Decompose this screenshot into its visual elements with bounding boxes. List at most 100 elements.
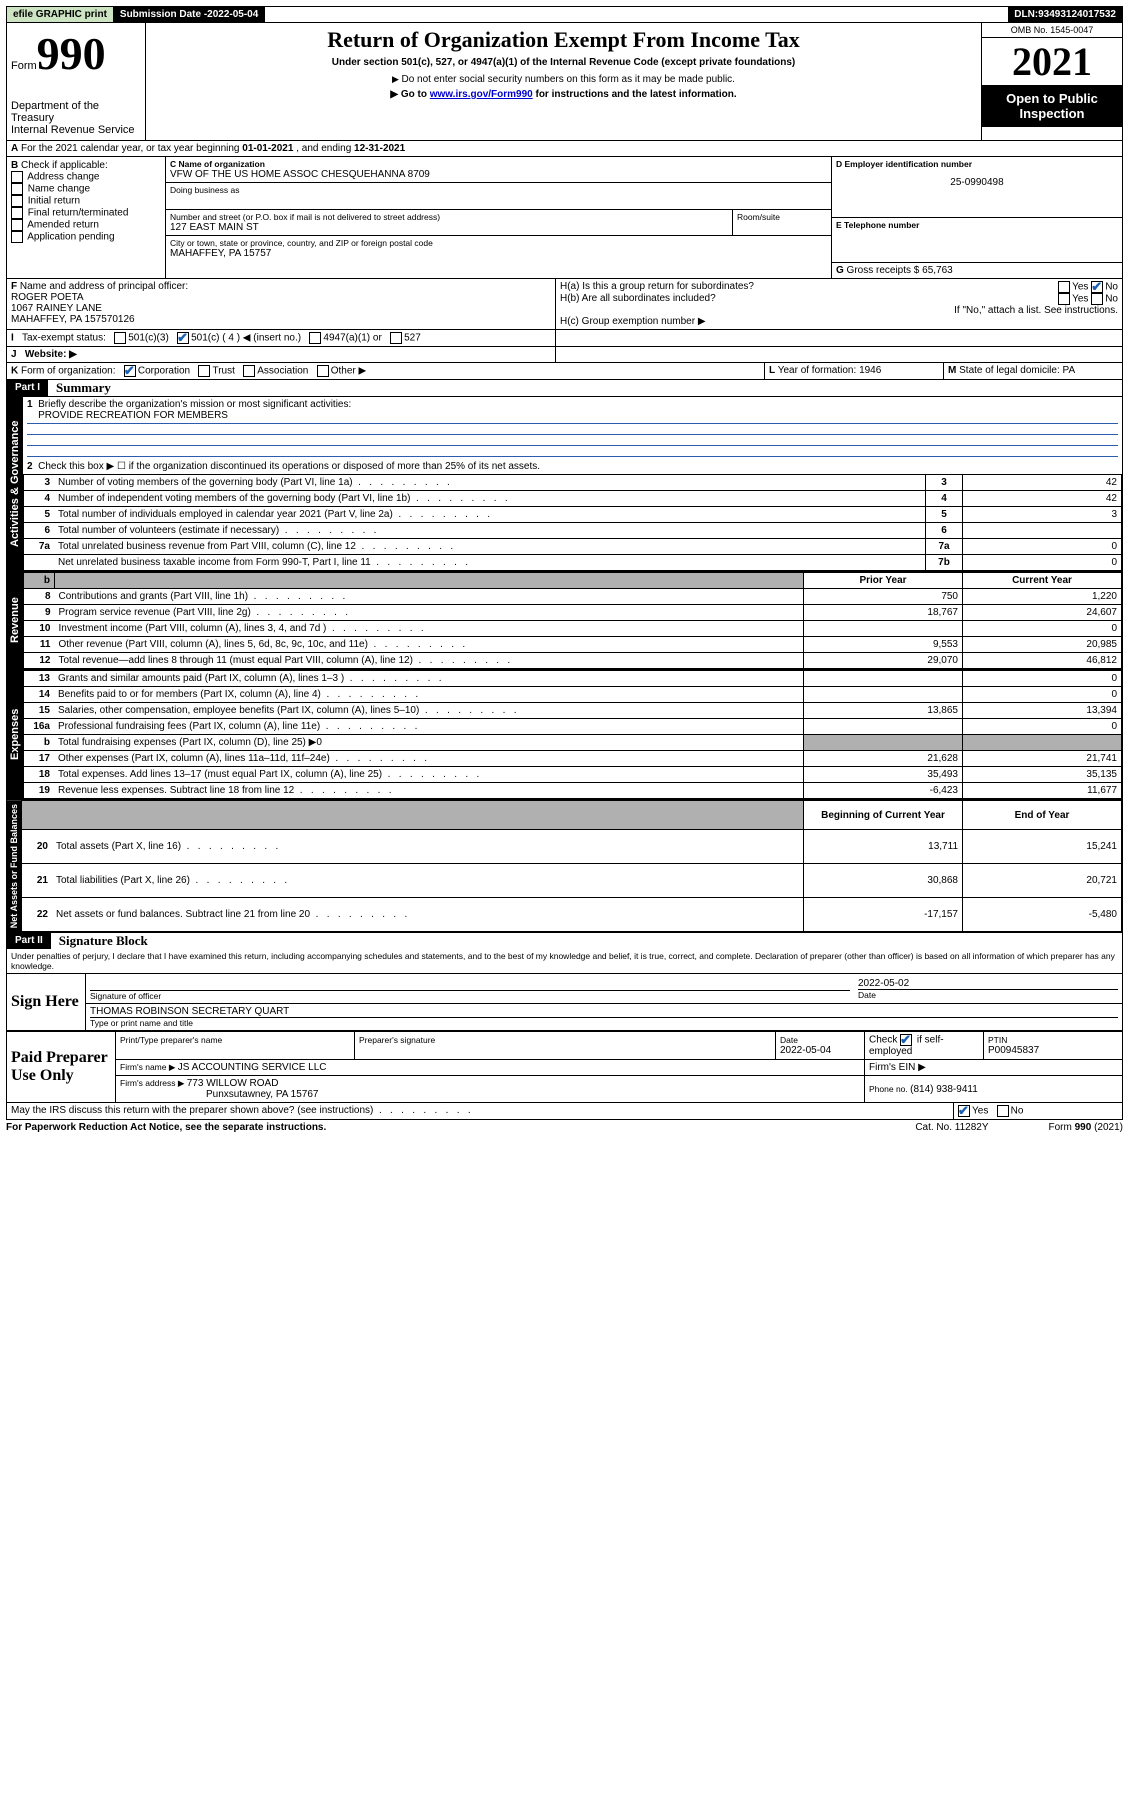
paid-preparer-label: Paid Preparer Use Only (7, 1032, 116, 1103)
line-i: I Tax-exempt status: 501(c)(3) 501(c) ( … (6, 330, 1123, 347)
form-subtitle-2: Do not enter social security numbers on … (154, 74, 973, 85)
footer-mid: Cat. No. 11282Y (915, 1122, 988, 1133)
footer-left: For Paperwork Reduction Act Notice, see … (6, 1122, 326, 1133)
street-address: 127 EAST MAIN ST (170, 222, 728, 233)
sign-here-block: Sign Here Signature of officer 2022-05-0… (6, 973, 1123, 1031)
firm-addr1: 773 WILLOW ROAD (187, 1078, 279, 1089)
tax-year: 2021 (982, 38, 1122, 85)
sig-officer-label: Signature of officer (90, 990, 850, 1001)
efile-print-button[interactable]: efile GRAPHIC print (7, 7, 114, 22)
preparer-date: 2022-05-04 (780, 1045, 860, 1056)
year-formation: 1946 (859, 365, 881, 376)
org-name: VFW OF THE US HOME ASSOC CHESQUEHANNA 87… (170, 169, 827, 180)
footer: For Paperwork Reduction Act Notice, see … (6, 1122, 1123, 1133)
i-527[interactable] (390, 332, 402, 344)
b-checkbox-item[interactable]: Initial return (11, 195, 161, 207)
irs-label: Internal Revenue Service (11, 124, 141, 136)
discuss-row: May the IRS discuss this return with the… (6, 1103, 1123, 1120)
self-employed-check[interactable]: Check if self-employed (865, 1032, 984, 1060)
line-a: A For the 2021 calendar year, or tax yea… (6, 141, 1123, 157)
ha-yes[interactable] (1058, 281, 1070, 293)
ein-value: 25-0990498 (836, 177, 1118, 188)
form-subtitle-1: Under section 501(c), 527, or 4947(a)(1)… (154, 57, 973, 68)
hb-no[interactable] (1091, 293, 1103, 305)
hb-yes[interactable] (1058, 293, 1070, 305)
gross-receipts: 65,763 (922, 265, 953, 276)
table-net-assets: Beginning of Current YearEnd of Year20To… (21, 800, 1122, 932)
part1-expenses: Expenses 13Grants and similar amounts pa… (6, 670, 1123, 800)
line-klm: K Form of organization: Corporation Trus… (6, 363, 1123, 380)
org-name-label: C Name of organization (170, 159, 827, 169)
ein-label: D Employer identification number (836, 159, 1118, 169)
hb-ifno: If "No," attach a list. See instructions… (560, 305, 1118, 316)
street-label: Number and street (or P.O. box if mail i… (170, 212, 728, 222)
part1-header: Part ISummary (6, 380, 1123, 396)
form-subtitle-3: ▶ Go to www.irs.gov/Form990 for instruct… (154, 89, 973, 100)
part1-body: Activities & Governance 1 Briefly descri… (6, 396, 1123, 572)
officer-addr2: MAHAFFEY, PA 157570126 (11, 314, 135, 325)
sig-date: 2022-05-02 (858, 978, 1118, 989)
officer-addr1: 1067 RAINEY LANE (11, 303, 102, 314)
i-501c3[interactable] (114, 332, 126, 344)
declaration-text: Under penalties of perjury, I declare th… (6, 949, 1123, 973)
form-title: Return of Organization Exempt From Incom… (154, 27, 973, 53)
dln: DLN: 93493124017532 (1008, 7, 1122, 22)
section-bcdeg: B Check if applicable: Address change Na… (6, 157, 1123, 279)
city-label: City or town, state or province, country… (170, 238, 827, 248)
discuss-yes[interactable] (958, 1105, 970, 1117)
table-ag: 3Number of voting members of the governi… (23, 474, 1122, 571)
firm-name: JS ACCOUNTING SERVICE LLC (178, 1062, 327, 1073)
hb-label: H(b) Are all subordinates included? (560, 293, 1058, 305)
footer-right: Form 990 (2021) (1049, 1122, 1123, 1133)
form990-link[interactable]: www.irs.gov/Form990 (430, 89, 533, 100)
dept-treasury: Department of the Treasury (11, 100, 141, 124)
tab-activities-governance: Activities & Governance (7, 397, 23, 571)
form-header: Form990 Department of the Treasury Inter… (6, 23, 1123, 141)
officer-typed-name: THOMAS ROBINSON SECRETARY QUART (90, 1006, 1118, 1017)
mission-text: PROVIDE RECREATION FOR MEMBERS (38, 410, 228, 421)
form-number: 990 (37, 28, 106, 79)
topbar: efile GRAPHIC print Submission Date - 20… (6, 6, 1123, 23)
room-label: Room/suite (737, 212, 827, 222)
dba-label: Doing business as (170, 185, 827, 195)
table-revenue: bPrior YearCurrent Year8Contributions an… (23, 572, 1122, 669)
line-j: J Website: ▶ (6, 347, 1123, 363)
i-4947[interactable] (309, 332, 321, 344)
b-checkbox-item[interactable]: Application pending (11, 231, 161, 243)
ha-no[interactable] (1091, 281, 1103, 293)
b-checkbox-item[interactable]: Name change (11, 183, 161, 195)
part2-header: Part IISignature Block (6, 933, 1123, 949)
state-domicile: PA (1063, 365, 1076, 376)
firm-addr2: Punxsutawney, PA 15767 (206, 1089, 319, 1100)
k-assoc[interactable] (243, 365, 255, 377)
b-checkbox-item[interactable]: Amended return (11, 219, 161, 231)
paid-preparer-block: Paid Preparer Use Only Print/Type prepar… (6, 1031, 1123, 1103)
b-checkbox-item[interactable]: Address change (11, 171, 161, 183)
form-label: Form (11, 60, 37, 72)
omb-number: OMB No. 1545-0047 (982, 23, 1122, 38)
k-corp[interactable] (124, 365, 136, 377)
tab-expenses: Expenses (7, 670, 23, 799)
tab-net-assets: Net Assets or Fund Balances (7, 800, 21, 932)
part1-revenue: Revenue bPrior YearCurrent Year8Contribu… (6, 572, 1123, 670)
city-state-zip: MAHAFFEY, PA 15757 (170, 248, 827, 259)
i-501c[interactable] (177, 332, 189, 344)
b-checkbox-item[interactable]: Final return/terminated (11, 207, 161, 219)
hc-label: H(c) Group exemption number ▶ (560, 316, 1118, 327)
phone-label: E Telephone number (836, 220, 1118, 230)
firm-ein-label: Firm's EIN ▶ (865, 1060, 1123, 1076)
sign-here-label: Sign Here (7, 974, 86, 1031)
officer-name: ROGER POETA (11, 292, 84, 303)
k-trust[interactable] (198, 365, 210, 377)
firm-phone: (814) 938-9411 (910, 1084, 978, 1095)
sig-date-label: Date (858, 989, 1118, 1000)
ptin-value: P00945837 (988, 1045, 1118, 1056)
discuss-no[interactable] (997, 1105, 1009, 1117)
tab-revenue: Revenue (7, 572, 23, 669)
k-other[interactable] (317, 365, 329, 377)
table-expenses: 13Grants and similar amounts paid (Part … (23, 670, 1122, 799)
section-fh: F Name and address of principal officer:… (6, 279, 1123, 330)
submission-date: Submission Date - 2022-05-04 (114, 7, 265, 22)
ha-label: H(a) Is this a group return for subordin… (560, 281, 1058, 293)
type-name-label: Type or print name and title (90, 1017, 1118, 1028)
